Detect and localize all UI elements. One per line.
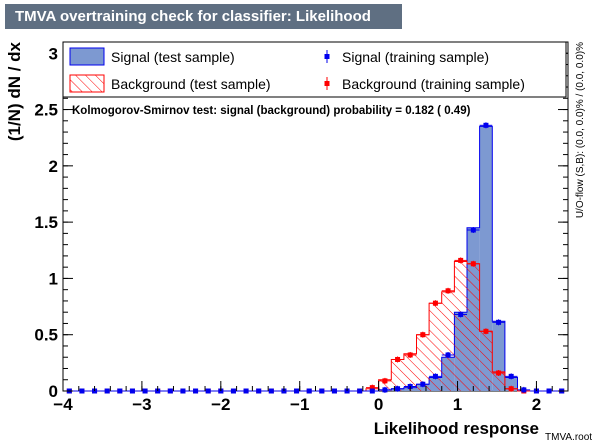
signal-train-point [256,388,262,394]
background-test-bar [391,359,404,391]
signal-train-point [357,388,363,394]
x-tick-label: −1 [290,395,309,414]
signal-train-point [521,387,527,393]
x-tick-label: 2 [532,395,541,414]
x-tick-label: 1 [453,395,462,414]
overflow-label: U/O-flow (S,B): (0.0, 0.0)% / (0.0, 0.0)… [575,42,586,218]
signal-train-point [496,319,502,325]
legend-signal-test-label: Signal (test sample) [111,49,235,65]
signal-train-point [546,388,552,394]
signal-train-point [243,388,249,394]
signal-train-point [129,388,135,394]
x-tick-label: −2 [211,395,230,414]
signal-train-point [458,311,464,317]
background-train-point [369,385,375,391]
histogram-layer [63,125,568,392]
y-tick-label: 0 [49,382,58,401]
ks-annotation: Kolmogorov-Smirnov test: signal (backgro… [72,105,471,117]
signal-test-bar [479,126,493,391]
y-tick-label: 1.5 [34,213,58,232]
signal-train-point [395,386,401,392]
x-tick-label: −4 [53,395,73,414]
background-train-point [445,288,451,294]
signal-train-point [445,352,451,358]
x-axis-label: Likelihood response [374,419,539,438]
signal-train-point [142,388,148,394]
background-test-bar [378,379,392,391]
signal-train-point [230,388,236,394]
y-tick-label: 2.5 [34,101,58,120]
signal-train-point [470,227,476,233]
signal-train-point [167,388,173,394]
signal-train-point [193,388,199,394]
x-tick-label: 0 [374,395,383,414]
signal-train-point [205,388,211,394]
y-tick-label: 2 [49,157,58,176]
background-train-point [496,370,502,376]
background-train-point [420,332,426,338]
signal-test-bar [504,377,518,391]
x-tick-label: −3 [132,395,151,414]
legend-box [62,41,567,98]
signal-train-point [180,388,186,394]
legend-signal-test-swatch [69,47,105,66]
legend-background-train-label: Background (training sample) [342,76,525,92]
legend-signal-train-marker [324,54,330,59]
y-tick-label: 3 [49,44,58,63]
signal-train-point [483,122,489,128]
background-train-point [395,356,401,362]
source-file-label: TMVA.root [545,432,592,443]
signal-train-point [508,373,514,379]
signal-train-point [369,388,375,394]
signal-train-point [420,381,426,387]
signal-train-point [294,388,300,394]
signal-train-point [117,388,123,394]
signal-train-point [331,388,337,394]
background-test-bar [441,291,455,391]
legend: Signal (test sample) Background (test sa… [62,41,567,98]
background-train-point [458,257,464,263]
y-axis-label: (1/N) dN / dx [5,41,24,141]
signal-train-point [306,388,312,394]
background-train-point [508,386,514,392]
background-train-point [470,261,476,267]
legend-background-test-label: Background (test sample) [111,76,271,92]
signal-train-point [104,388,110,394]
signal-train-point [382,387,388,393]
background-test-bar [416,334,430,391]
signal-train-point [268,388,274,394]
legend-background-train-marker [324,81,330,86]
signal-train-point [432,373,438,379]
signal-train-point [319,388,325,394]
signal-train-point [79,388,85,394]
legend-signal-train-label: Signal (training sample) [342,49,489,65]
y-tick-label: 0.5 [34,326,58,345]
background-test-bar [429,303,442,391]
legend-background-test-swatch [69,74,105,93]
background-train-point [407,352,413,358]
background-train-point [483,328,489,334]
axes-layer: 0 0.5 1 1.5 2 2.5 3 −4 −3 −2 −1 0 1 2 [34,41,569,414]
background-test-bar [479,331,493,391]
chart-title: TMVA overtraining check for classifier: … [5,4,402,29]
background-train-point [432,300,438,306]
background-test-bar [467,263,480,391]
background-test-bar [492,371,505,391]
y-tick-label: 1 [49,269,58,288]
background-test-bar [454,261,467,391]
background-train-point [382,378,388,384]
background-test-bar [403,353,417,391]
